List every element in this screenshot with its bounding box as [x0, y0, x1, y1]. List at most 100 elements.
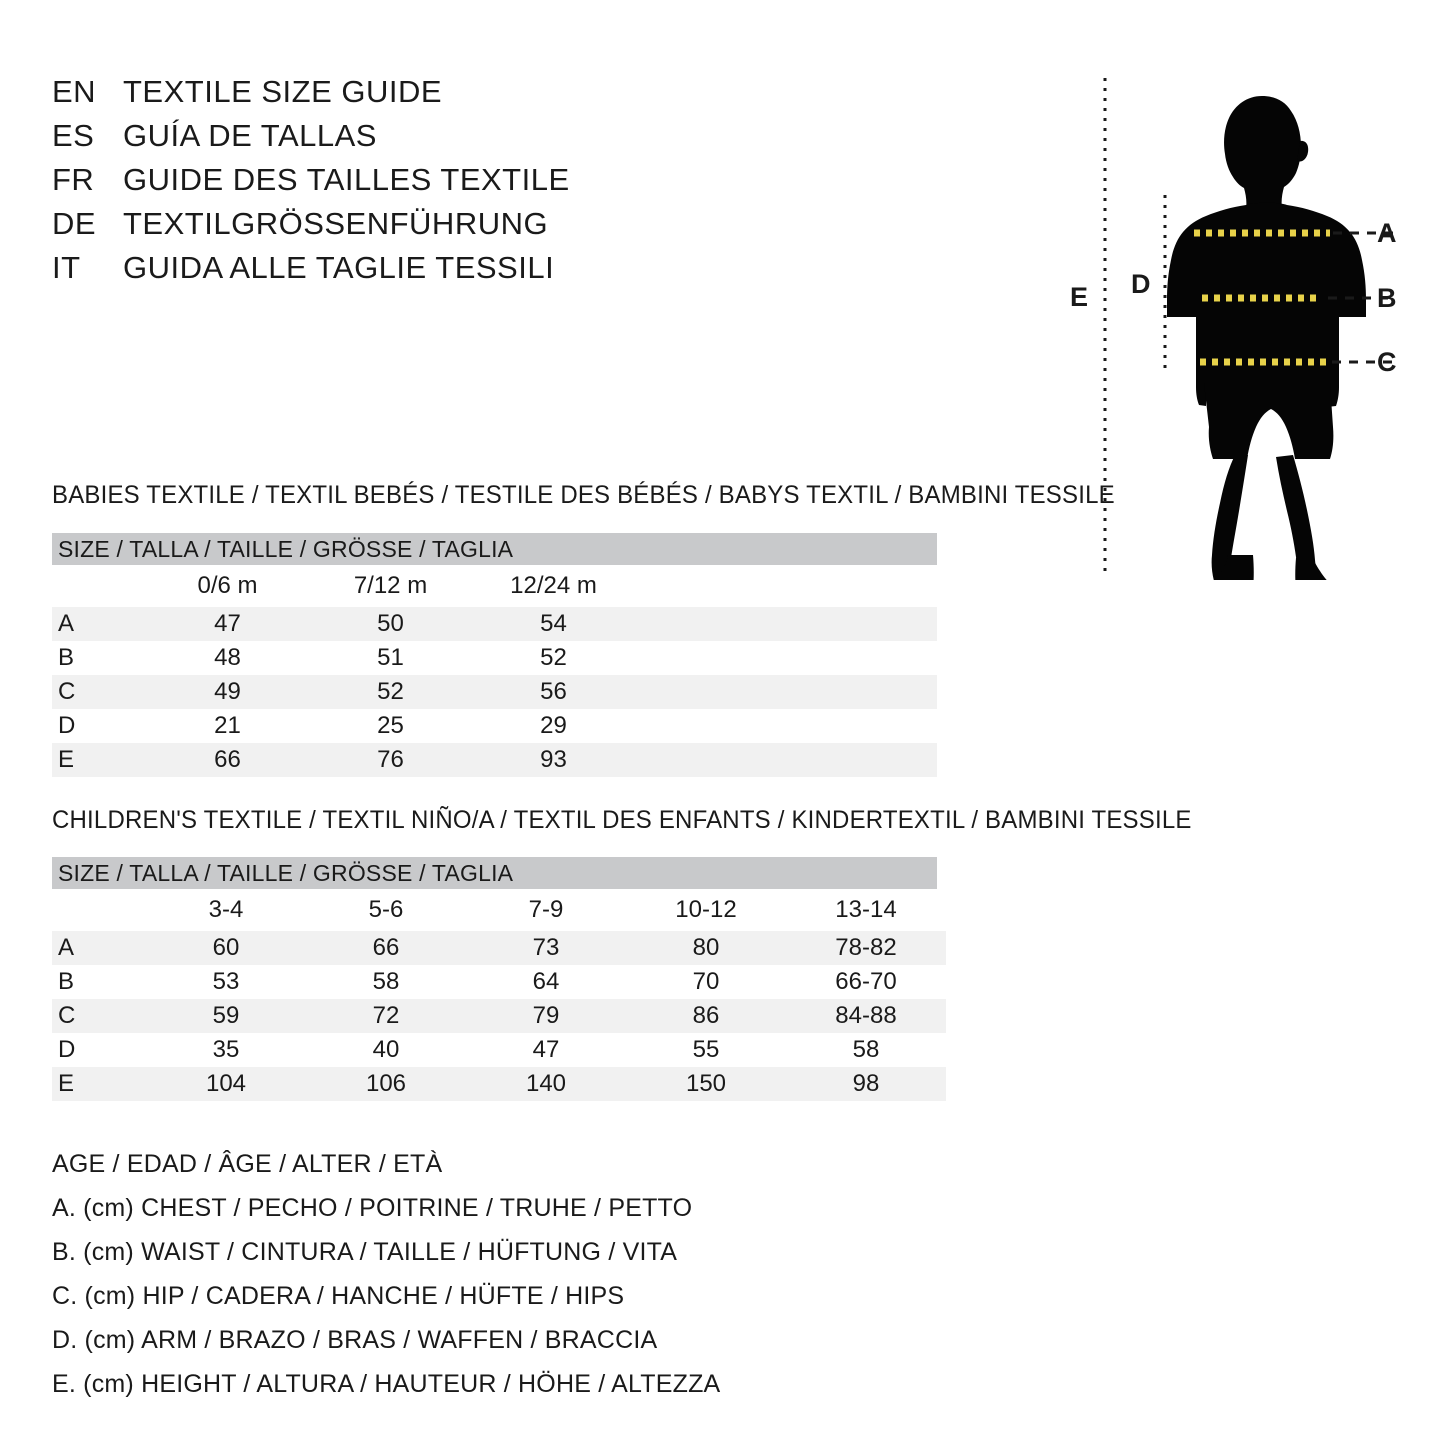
table-row: D 21 25 29 [52, 709, 937, 743]
language-code: ES [52, 118, 95, 153]
table-cell: 51 [377, 644, 404, 671]
children-section-title: CHILDREN'S TEXTILE / TEXTIL NIÑO/A / TEX… [52, 806, 1192, 834]
row-label: E [52, 1067, 146, 1101]
table-cell: 29 [540, 712, 567, 739]
table-row: B 53 58 64 70 66-70 [52, 965, 946, 999]
legend-line-hip: C. (cm) HIP / CADERA / HANCHE / HÜFTE / … [52, 1282, 625, 1310]
table-row: B 48 51 52 [52, 641, 937, 675]
language-row: DE TEXTILGRÖSSENFÜHRUNG [52, 206, 692, 250]
table-cell: 106 [306, 1067, 466, 1101]
child-silhouette-icon [1167, 96, 1366, 580]
table-cell: 52 [540, 644, 567, 671]
table-cell: 54 [472, 607, 635, 641]
table-row: C 49 52 56 [52, 675, 937, 709]
diagram-label-e: E [1070, 282, 1089, 312]
table-cell: 25 [377, 712, 404, 739]
table-cell: 66 [146, 743, 309, 777]
table-cell: 70 [692, 968, 720, 995]
corner-cell [52, 565, 146, 607]
table-cell: 66 [306, 931, 466, 965]
language-title: GUIDE DES TAILLES TEXTILE [123, 162, 570, 197]
children-table-grid: 3-4 5-6 7-9 10-12 13-14 A 60 66 73 80 78… [52, 889, 946, 1101]
table-cell: 84-88 [786, 999, 946, 1033]
child-silhouette-diagram [1103, 78, 1395, 580]
column-header: 12/24 m [472, 565, 635, 607]
language-title: GUÍA DE TALLAS [123, 118, 377, 153]
row-label: D [58, 712, 76, 739]
table-cell: 59 [146, 999, 306, 1033]
row-label: C [52, 675, 146, 709]
column-header: 5-6 [306, 889, 466, 931]
language-row: FR GUIDE DES TAILLES TEXTILE [52, 162, 692, 206]
table-row: E 104 106 140 150 98 [52, 1067, 946, 1101]
language-title-block: EN TEXTILE SIZE GUIDE ES GUÍA DE TALLAS … [52, 74, 692, 294]
language-code: FR [52, 162, 95, 197]
table-cell: 47 [532, 1036, 560, 1063]
table-header-row: 3-4 5-6 7-9 10-12 13-14 [52, 889, 946, 931]
table-cell: 140 [466, 1067, 626, 1101]
table-cell: 52 [309, 675, 472, 709]
legend-line-arm: D. (cm) ARM / BRAZO / BRAS / WAFFEN / BR… [52, 1326, 658, 1354]
table-cell: 78-82 [786, 931, 946, 965]
table-row: A 47 50 54 [52, 607, 937, 641]
table-cell: 64 [532, 968, 560, 995]
language-code: IT [52, 250, 81, 285]
children-table-banner: SIZE / TALLA / TAILLE / GRÖSSE / TAGLIA [52, 857, 937, 889]
measurement-diagram [1050, 55, 1445, 580]
table-cell: 53 [212, 968, 240, 995]
babies-section-title: BABIES TEXTILE / TEXTIL BEBÉS / TESTILE … [52, 481, 1115, 509]
table-cell: 58 [372, 968, 400, 995]
row-label: B [58, 644, 75, 671]
diagram-label-a: A [1377, 218, 1397, 248]
table-cell: 35 [212, 1036, 240, 1063]
table-row: A 60 66 73 80 78-82 [52, 931, 946, 965]
table-cell: 76 [309, 743, 472, 777]
table-cell: 21 [214, 712, 241, 739]
row-label: B [58, 968, 75, 995]
row-label: A [52, 607, 146, 641]
table-row: C 59 72 79 86 84-88 [52, 999, 946, 1033]
column-header: 10-12 [626, 889, 786, 931]
column-header: 0/6 m [146, 565, 309, 607]
table-cell: 150 [626, 1067, 786, 1101]
row-label: C [52, 999, 146, 1033]
spacer-cell [635, 565, 937, 607]
table-cell: 98 [786, 1067, 946, 1101]
spacer-cell [635, 641, 937, 675]
row-label: E [52, 743, 146, 777]
table-cell: 47 [146, 607, 309, 641]
language-title: GUIDA ALLE TAGLIE TESSILI [123, 250, 555, 285]
measurement-legend: AGE / EDAD / ÂGE / ALTER / ETÀ A. (cm) C… [52, 1142, 752, 1406]
table-cell: 48 [214, 644, 241, 671]
spacer-cell [635, 675, 937, 709]
children-size-table: SIZE / TALLA / TAILLE / GRÖSSE / TAGLIA … [52, 857, 946, 1101]
diagram-label-c: C [1377, 347, 1397, 377]
babies-table-grid: 0/6 m 7/12 m 12/24 m A 47 50 54 B 48 51 … [52, 565, 937, 777]
language-title: TEXTILGRÖSSENFÜHRUNG [123, 206, 549, 241]
language-row: EN TEXTILE SIZE GUIDE [52, 74, 692, 118]
legend-line-chest: A. (cm) CHEST / PECHO / POITRINE / TRUHE… [52, 1194, 693, 1222]
column-header: 3-4 [146, 889, 306, 931]
legend-line-waist: B. (cm) WAIST / CINTURA / TAILLE / HÜFTU… [52, 1238, 678, 1266]
table-cell: 93 [472, 743, 635, 777]
spacer-cell [635, 743, 937, 777]
babies-table-banner: SIZE / TALLA / TAILLE / GRÖSSE / TAGLIA [52, 533, 937, 565]
row-label: A [52, 931, 146, 965]
table-cell: 56 [472, 675, 635, 709]
table-cell: 66-70 [835, 968, 897, 995]
table-cell: 55 [692, 1036, 720, 1063]
language-code: DE [52, 206, 97, 241]
table-row: E 66 76 93 [52, 743, 937, 777]
table-cell: 50 [309, 607, 472, 641]
row-label: D [58, 1036, 76, 1063]
table-cell: 72 [306, 999, 466, 1033]
spacer-cell [635, 709, 937, 743]
diagram-label-d: D [1131, 269, 1151, 299]
spacer-cell [635, 607, 937, 641]
table-cell: 80 [626, 931, 786, 965]
column-header: 7-9 [466, 889, 626, 931]
table-cell: 40 [372, 1036, 400, 1063]
language-row: IT GUIDA ALLE TAGLIE TESSILI [52, 250, 692, 294]
language-title: TEXTILE SIZE GUIDE [123, 74, 443, 109]
table-cell: 58 [852, 1036, 880, 1063]
